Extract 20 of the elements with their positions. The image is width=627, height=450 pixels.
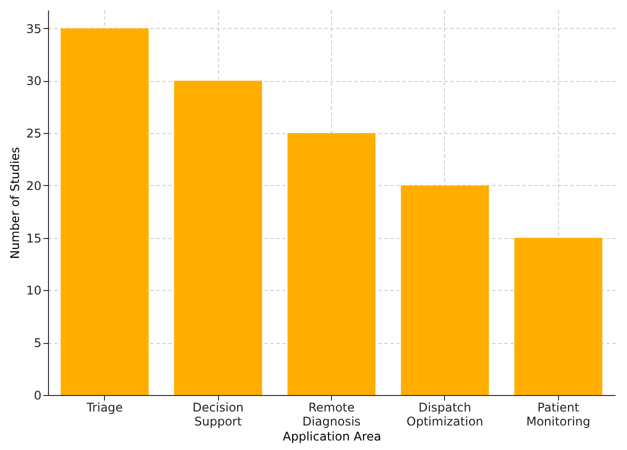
y-tick-label: 20	[26, 178, 42, 193]
y-tick-label: 25	[26, 126, 42, 141]
y-tick-label: 5	[34, 336, 42, 350]
x-tick-label: Patient Monitoring	[526, 400, 590, 428]
x-tick-label: Remote Diagnosis	[302, 400, 361, 428]
x-tick-label: Decision Support	[192, 400, 244, 428]
y-tick-label: 15	[26, 231, 42, 246]
bar	[400, 185, 489, 395]
x-axis-title: Application Area	[282, 430, 382, 444]
bar	[514, 238, 602, 395]
y-tick-label: 10	[26, 284, 42, 298]
y-tick-label: 30	[26, 74, 42, 88]
y-tick-label: 35	[26, 22, 42, 36]
x-tick-label: Triage	[86, 400, 123, 414]
y-tick-label: 0	[34, 388, 42, 402]
bar	[174, 80, 262, 395]
x-tick-label: Dispatch Optimization	[406, 400, 484, 428]
bar	[288, 133, 376, 395]
bar	[60, 28, 149, 395]
y-axis-title: Number of Studies	[8, 147, 22, 259]
